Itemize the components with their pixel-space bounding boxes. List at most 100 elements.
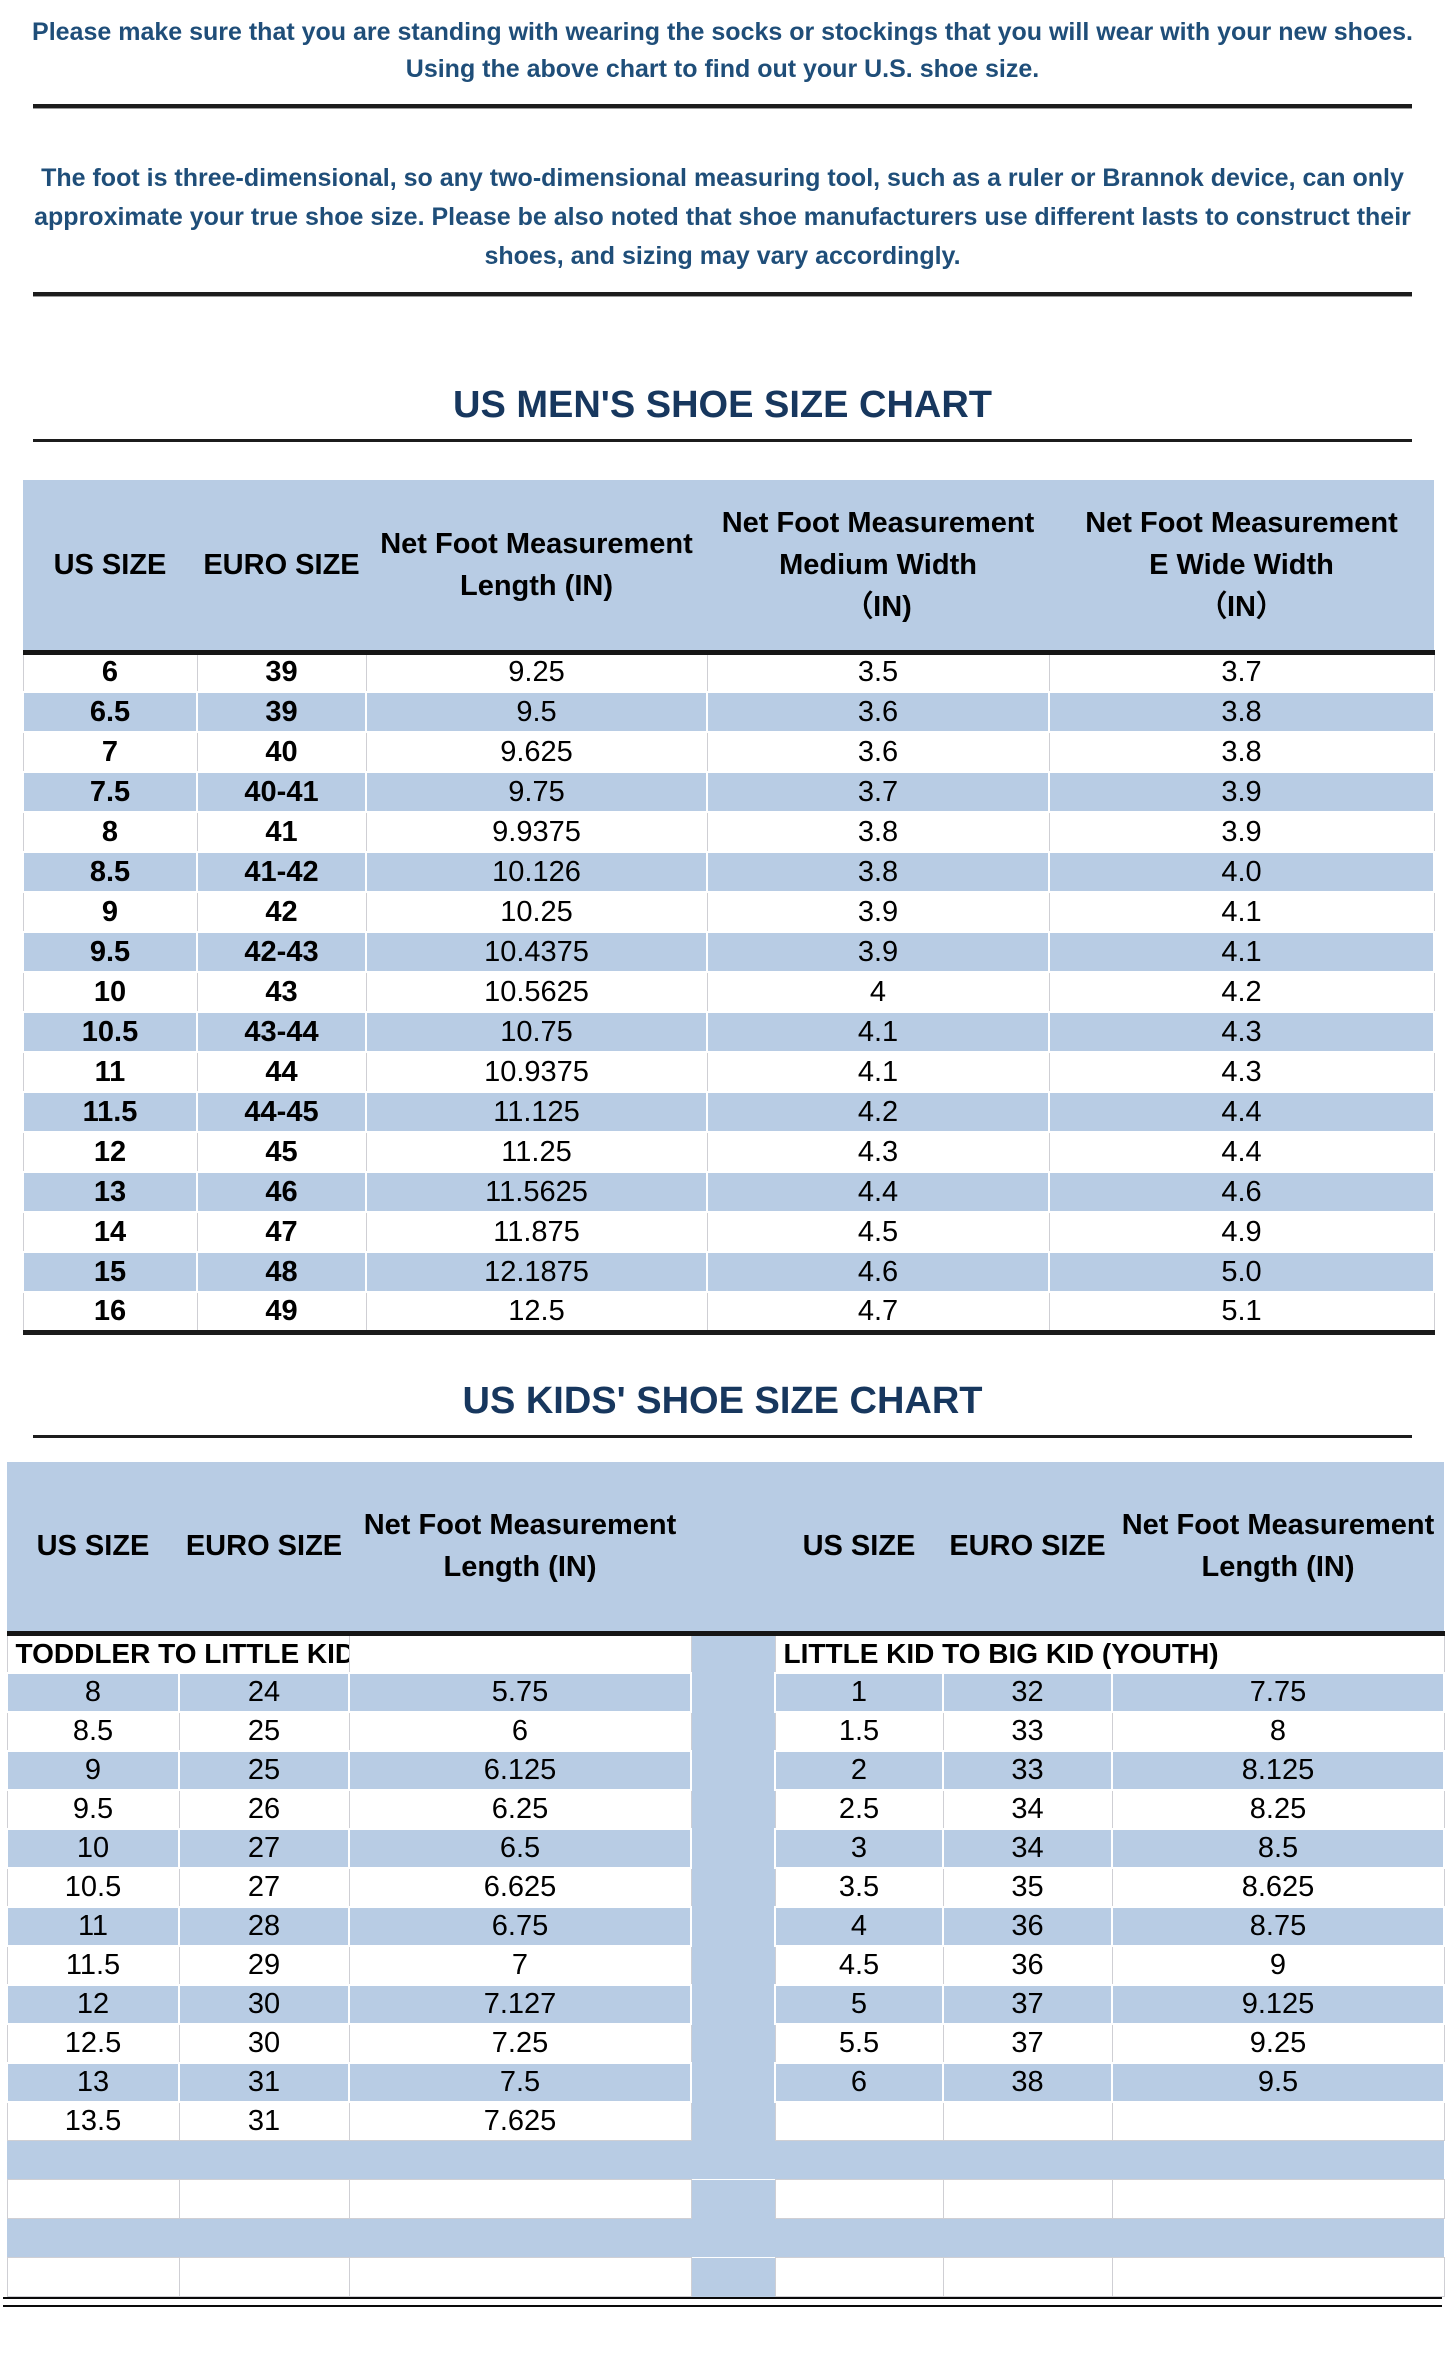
wide-width-cell: 3.7: [1048, 651, 1435, 693]
us-size-cell: 10.5: [22, 1011, 198, 1053]
gap-column: [691, 1461, 775, 1636]
euro-size-cell: 42: [196, 891, 367, 933]
euro-size-cell: 31: [178, 2101, 350, 2141]
length-cell: [1111, 2101, 1445, 2141]
us-size-cell: 3: [774, 1827, 944, 1869]
table-row: 7.5 40-41 9.75 3.7 3.9: [22, 771, 1435, 813]
us-size-cell: 5: [774, 1983, 944, 2025]
kids-table-header: US SIZE EURO SIZE Net Foot Measurement L…: [7, 1461, 1444, 1636]
column-header-euro-size: EURO SIZE: [943, 1461, 1112, 1636]
euro-size-cell: 27: [178, 1827, 350, 1869]
euro-size-cell: 37: [942, 2023, 1113, 2063]
euro-size-cell: 36: [942, 1905, 1113, 1947]
length-cell: 9.625: [365, 731, 708, 773]
wide-width-cell: 3.9: [1048, 771, 1435, 813]
header-row: US SIZE EURO SIZE Net Foot Measurement L…: [23, 480, 1434, 655]
length-cell: 10.5625: [365, 971, 708, 1013]
empty-cell: [348, 1633, 692, 1673]
table-row: 14 47 11.875 4.5 4.9: [22, 1211, 1435, 1253]
table-row: 11.5 29 7 4.5 36 9: [6, 1945, 1445, 1985]
empty-band-row: [7, 2140, 1444, 2180]
length-cell: 8.75: [1111, 1905, 1445, 1947]
us-size-cell: 13: [6, 2061, 180, 2103]
us-size-cell: 5.5: [774, 2023, 944, 2063]
length-cell: 8.25: [1111, 1789, 1445, 1829]
gap-column: [691, 1750, 775, 1790]
section-label-row: TODDLER TO LITTLE KID LITTLE KID TO BIG …: [6, 1633, 1445, 1673]
length-cell: 7.127: [348, 1983, 692, 2025]
empty-band-row: [7, 2218, 1444, 2258]
us-size-cell: 11: [6, 1905, 180, 1947]
table-row: 10.5 43-44 10.75 4.1 4.3: [22, 1011, 1435, 1053]
mens-chart-title: US MEN'S SHOE SIZE CHART: [453, 384, 992, 426]
euro-size-cell: 49: [196, 1291, 367, 1333]
wide-width-cell: 3.8: [1048, 731, 1435, 773]
euro-size-cell: 42-43: [196, 931, 367, 973]
euro-size-cell: 43-44: [196, 1011, 367, 1053]
column-header-euro-size: EURO SIZE: [197, 480, 366, 655]
table-row: 9.5 26 6.25 2.5 34 8.25: [6, 1789, 1445, 1829]
euro-size-cell: 41: [196, 811, 367, 853]
wide-width-cell: 3.9: [1048, 811, 1435, 853]
euro-size-cell: 44: [196, 1051, 367, 1093]
medium-width-cell: 3.9: [706, 891, 1050, 933]
intro-paragraph-1: Please make sure that you are standing w…: [0, 14, 1445, 88]
us-size-cell: 10: [6, 1827, 180, 1869]
medium-width-cell: 3.7: [706, 771, 1050, 813]
wide-width-cell: 4.4: [1048, 1091, 1435, 1133]
medium-width-cell: 4.2: [706, 1091, 1050, 1133]
wide-width-cell: 4.2: [1048, 971, 1435, 1013]
column-header-length: Net Foot Measurement Length (IN): [1112, 1461, 1444, 1636]
table-row: 11.5 44-45 11.125 4.2 4.4: [22, 1091, 1435, 1133]
us-size-cell: 12.5: [6, 2023, 180, 2063]
wide-width-cell: 4.3: [1048, 1011, 1435, 1053]
column-header-us-size: US SIZE: [775, 1461, 943, 1636]
table-row: 9 25 6.125 2 33 8.125: [6, 1749, 1445, 1791]
length-cell: 8.125: [1111, 1749, 1445, 1791]
table-row: 10 27 6.5 3 34 8.5: [6, 1827, 1445, 1869]
length-cell: 8.5: [1111, 1827, 1445, 1869]
wide-width-cell: 4.0: [1048, 851, 1435, 893]
length-cell: 9: [1111, 1945, 1445, 1985]
euro-size-cell: 25: [178, 1749, 350, 1791]
euro-size-cell: 39: [196, 691, 367, 733]
us-size-cell: 4: [774, 1905, 944, 1947]
us-size-cell: 10: [22, 971, 198, 1013]
wide-width-cell: 3.8: [1048, 691, 1435, 733]
empty-row: [6, 2179, 1445, 2219]
us-size-cell: 1.5: [774, 1711, 944, 1751]
column-header-wide-width: Net Foot Measurement E Wide Width （IN）: [1049, 480, 1434, 655]
table-row: 8 24 5.75 1 32 7.75: [6, 1671, 1445, 1713]
empty-cell: [178, 2257, 350, 2297]
us-size-cell: 13: [22, 1171, 198, 1213]
page-bottom-double-rule: [3, 2297, 1442, 2307]
medium-width-cell: 3.8: [706, 811, 1050, 853]
length-cell: 9.125: [1111, 1983, 1445, 2025]
length-cell: 9.25: [1111, 2023, 1445, 2063]
table-row: 11 28 6.75 4 36 8.75: [6, 1905, 1445, 1947]
length-cell: 12.1875: [365, 1251, 708, 1293]
euro-size-cell: 33: [942, 1711, 1113, 1751]
medium-width-cell: 3.6: [706, 691, 1050, 733]
euro-size-cell: 33: [942, 1749, 1113, 1791]
euro-size-cell: 34: [942, 1789, 1113, 1829]
euro-size-cell: 44-45: [196, 1091, 367, 1133]
gap-column: [691, 1945, 775, 1985]
us-size-cell: 9: [22, 891, 198, 933]
length-cell: 6.25: [348, 1789, 692, 1829]
table-row: 6 39 9.25 3.5 3.7: [22, 651, 1435, 693]
euro-size-cell: 45: [196, 1131, 367, 1173]
length-cell: 10.25: [365, 891, 708, 933]
empty-cell: [774, 2257, 944, 2297]
table-row: 8.5 25 6 1.5 33 8: [6, 1711, 1445, 1751]
medium-width-cell: 4.4: [706, 1171, 1050, 1213]
us-size-cell: 2.5: [774, 1789, 944, 1829]
gap-column: [691, 1711, 775, 1751]
euro-size-cell: 48: [196, 1251, 367, 1293]
gap-column: [691, 1828, 775, 1868]
euro-size-cell: 38: [942, 2061, 1113, 2103]
table-row: 12 30 7.127 5 37 9.125: [6, 1983, 1445, 2025]
length-cell: 10.9375: [365, 1051, 708, 1093]
euro-size-cell: 41-42: [196, 851, 367, 893]
euro-size-cell: 34: [942, 1827, 1113, 1869]
